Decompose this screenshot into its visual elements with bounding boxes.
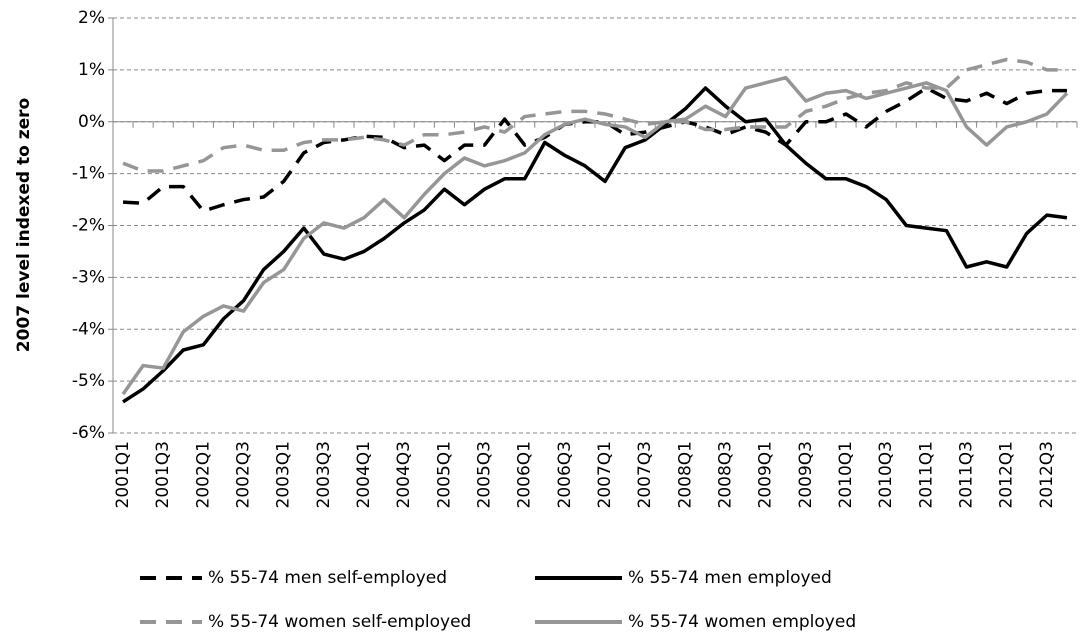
y-tick-label: -3% xyxy=(72,267,105,287)
x-tick-label: 2007Q3 xyxy=(635,441,655,508)
legend-label: % 55-74 men employed xyxy=(628,568,832,588)
x-tick-label: 2010Q3 xyxy=(876,441,896,508)
x-tick-label: 2001Q3 xyxy=(153,441,173,508)
x-tick-label: 2008Q3 xyxy=(716,441,736,508)
y-tick-label: -2% xyxy=(72,216,105,236)
y-tick-label: -5% xyxy=(72,371,105,391)
x-tick-label: 2009Q1 xyxy=(756,441,776,508)
series-line xyxy=(122,86,1067,213)
x-tick-label: 2005Q1 xyxy=(434,441,454,508)
y-axis-label: 2007 level indexed to zero xyxy=(14,98,34,352)
x-tick-label: 2006Q1 xyxy=(515,441,535,508)
x-tick-label: 2012Q1 xyxy=(997,441,1017,508)
x-tick-label: 2005Q3 xyxy=(475,441,495,508)
x-tick-label: 2010Q1 xyxy=(836,441,856,508)
x-tick-label: 2001Q1 xyxy=(113,441,133,508)
legend-label: % 55-74 women employed xyxy=(628,612,856,632)
x-tick-label: 2008Q1 xyxy=(675,441,695,508)
x-tick-label: 2002Q3 xyxy=(234,441,254,508)
series-line xyxy=(122,86,1068,404)
y-tick-label: 0% xyxy=(78,112,105,132)
x-tick-label: 2011Q1 xyxy=(916,441,936,508)
x-tick-label: 2002Q1 xyxy=(193,441,213,508)
y-tick-label: -1% xyxy=(72,164,105,184)
y-tick-label: -4% xyxy=(72,319,105,339)
legend-label: % 55-74 men self-employed xyxy=(208,568,447,588)
x-tick-label: 2003Q3 xyxy=(314,441,334,508)
x-tick-label: 2011Q3 xyxy=(957,441,977,508)
y-tick-label: 2% xyxy=(78,8,105,28)
x-tick-label: 2003Q1 xyxy=(274,441,294,508)
x-tick-label: 2004Q3 xyxy=(394,441,414,508)
legend-label: % 55-74 women self-employed xyxy=(208,612,471,632)
y-tick-label: -6% xyxy=(72,423,105,443)
x-tick-label: 2007Q1 xyxy=(595,441,615,508)
x-tick-label: 2009Q3 xyxy=(796,441,816,508)
x-tick-label: 2012Q3 xyxy=(1037,441,1057,508)
y-tick-label: 1% xyxy=(78,60,105,80)
series-line xyxy=(122,57,1067,173)
series-line xyxy=(121,75,1069,396)
x-tick-label: 2004Q1 xyxy=(354,441,374,508)
x-tick-label: 2006Q3 xyxy=(555,441,575,508)
